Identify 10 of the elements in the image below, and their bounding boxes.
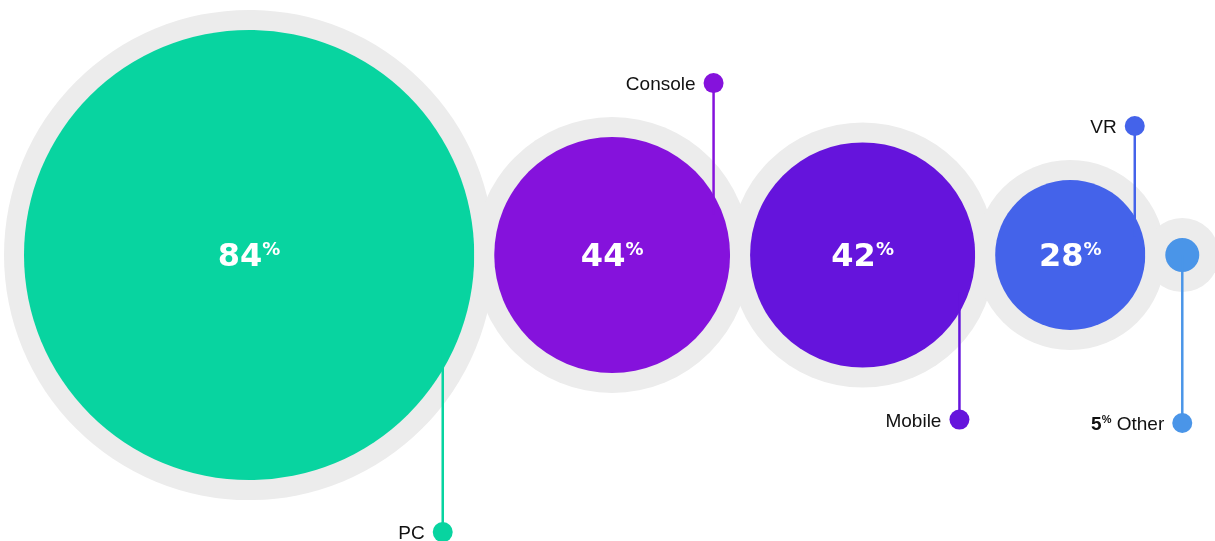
category-label: Console <box>625 73 696 95</box>
data-label: 44$^{%}$ <box>580 236 644 274</box>
data-label: 5$^{%}$ <box>1091 413 1112 434</box>
category-label: Mobile <box>885 409 942 431</box>
data-label: 84$^{%}$ <box>217 236 281 274</box>
category-label: Other <box>1116 413 1165 434</box>
data-label: 42$^{%}$ <box>831 236 894 274</box>
data-label: 28$^{%}$ <box>1038 236 1102 274</box>
category-label: VR <box>1090 115 1117 137</box>
category-label: PC <box>398 522 425 541</box>
